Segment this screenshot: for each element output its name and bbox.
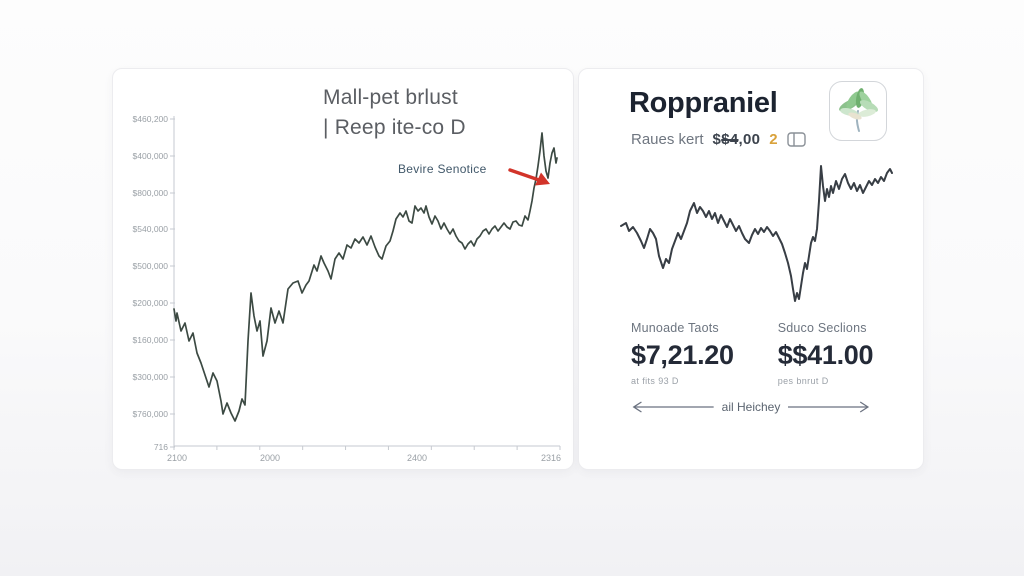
stats-row: Munoade Taots $7,21.20 at fits 93 D Sduc…: [631, 321, 880, 386]
stat-block-right: Sduco Seclions $$41.00 pes bnrut D: [778, 321, 880, 386]
svg-text:$800,000: $800,000: [133, 188, 169, 198]
chart-title-line1: Mall-pet brlust: [323, 86, 458, 109]
instrument-subtitle-row: Raues kert $$4,00 2: [631, 131, 806, 148]
annotation-label: Bevire Senotice: [398, 162, 487, 176]
instrument-price: $$4,00: [713, 131, 761, 148]
sparkline-series: [620, 165, 893, 302]
instrument-subtitle: Raues kert: [631, 131, 704, 148]
annotation-arrow-icon: [508, 168, 550, 186]
svg-text:$540,000: $540,000: [133, 224, 169, 234]
sparkline-chart: [620, 165, 893, 302]
stat-value: $$41.00: [777, 340, 874, 370]
svg-text:$460,200: $460,200: [133, 114, 169, 124]
arrow-right-icon: [788, 401, 870, 413]
price-suffix: ,00: [738, 131, 761, 148]
svg-text:$500,000: $500,000: [133, 261, 169, 271]
stat-subtext: at fits 93 D: [631, 376, 679, 386]
x-axis-ticks: [173, 446, 561, 450]
svg-text:2100: 2100: [167, 453, 187, 463]
chart-title-line2: | Reep ite-co D: [323, 116, 466, 140]
stat-label: Munoade Taots: [631, 321, 719, 335]
y-axis-ticks: [170, 118, 175, 448]
stat-subtext: pes bnrut D: [777, 376, 829, 386]
y-axis-labels: $460,200 $400,000 $800,000 $540,000 $500,000…: [133, 114, 169, 452]
main-price-chart: $460,200 $400,000 $800,000 $540,000 $500,000…: [133, 114, 561, 463]
price-prefix: $: [712, 131, 722, 148]
svg-text:2316: 2316: [541, 453, 561, 463]
svg-text:2000: 2000: [260, 453, 280, 463]
svg-text:$760,000: $760,000: [133, 409, 169, 419]
panel-toggle-icon[interactable]: [786, 132, 806, 147]
svg-text:$300,000: $300,000: [133, 372, 169, 382]
plant-icon: [839, 88, 879, 132]
range-label: ail Heichey: [721, 400, 781, 414]
svg-text:2400: 2400: [407, 453, 427, 463]
stat-block-left: Munoade Taots $7,21.20 at fits 93 D: [631, 321, 734, 386]
svg-text:$200,000: $200,000: [133, 298, 169, 308]
svg-text:716: 716: [154, 442, 168, 452]
arrow-left-icon: [632, 401, 714, 413]
x-axis-labels: 2100 2000 2400 2316: [167, 453, 561, 463]
price-badge: 2: [769, 131, 778, 148]
instrument-summary-card: Roppraniel Raues kert $$4,00 2 Munoade T…: [578, 68, 924, 470]
plant-logo: [829, 81, 887, 141]
price-chart-card: Mall-pet brlust | Reep ite-co D $460,200…: [112, 68, 574, 470]
instrument-title: Roppraniel: [629, 87, 778, 119]
stat-value: $7,21.20: [631, 340, 734, 370]
svg-text:$160,000: $160,000: [133, 335, 169, 345]
price-line-series: [173, 132, 558, 422]
range-indicator: ail Heichey: [627, 397, 875, 417]
chart-title: Mall-pet brlust | Reep ite-co D: [323, 83, 466, 144]
price-struck: $4: [721, 131, 739, 148]
stat-label: Sduco Seclions: [777, 321, 867, 335]
svg-text:$400,000: $400,000: [133, 151, 169, 161]
